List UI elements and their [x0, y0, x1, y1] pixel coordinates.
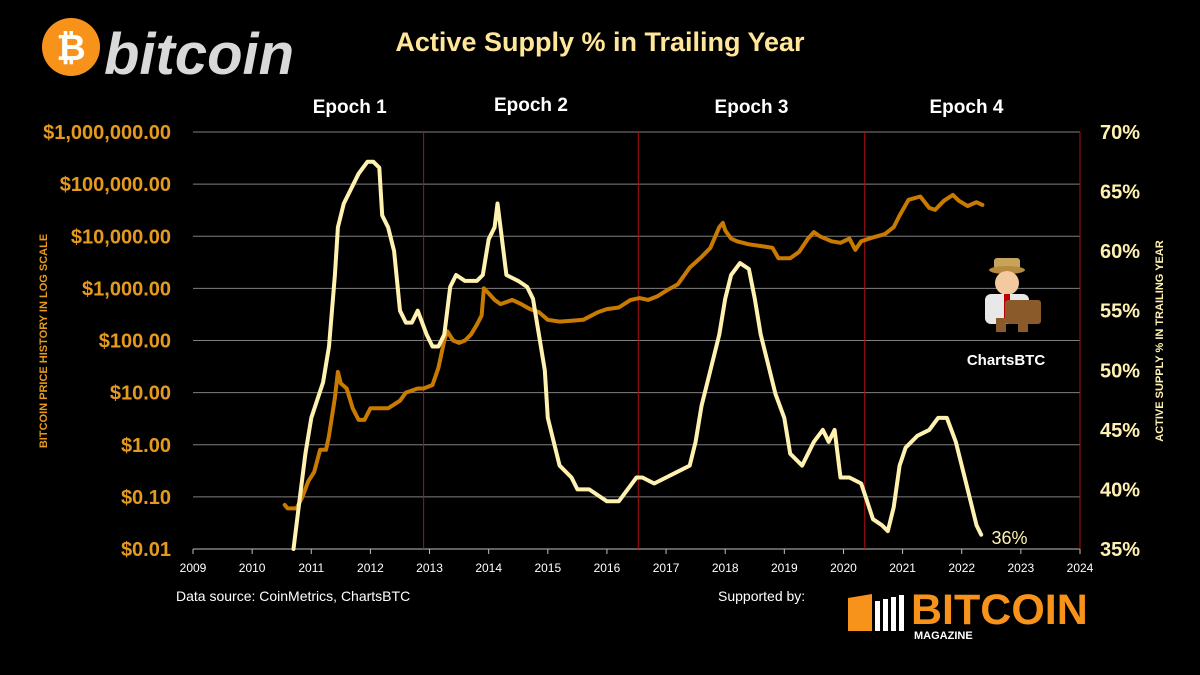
right-tick-label-4: 55% [1100, 301, 1140, 323]
right-axis-title: ACTIVE SUPPLY % IN TRAILING YEAR [1154, 240, 1166, 442]
x-tick-label-6: 2015 [534, 561, 561, 575]
x-tick-label-13: 2022 [948, 561, 975, 575]
x-tick-label-7: 2016 [594, 561, 621, 575]
right-tick-label-5: 60% [1100, 241, 1140, 263]
left-tick-label-1: $0.10 [121, 487, 171, 509]
left-tick-label-5: $1,000.00 [82, 278, 171, 300]
right-tick-label-0: 35% [1100, 539, 1140, 561]
x-tick-label-5: 2014 [475, 561, 502, 575]
right-tick-label-3: 50% [1100, 360, 1140, 382]
x-tick-label-1: 2010 [239, 561, 266, 575]
bitcoin-magazine-wordmark: BITCOIN [911, 586, 1088, 634]
left-axis-title: BITCOIN PRICE HISTORY IN LOG SCALE [38, 234, 50, 448]
cartoon-mascot-icon [985, 258, 1041, 332]
bitcoin-magazine-subtitle: MAGAZINE [914, 630, 973, 642]
x-tick-label-0: 2009 [180, 561, 207, 575]
left-tick-label-0: $0.01 [121, 539, 171, 561]
right-tick-label-2: 45% [1100, 420, 1140, 442]
chartsbtc-badge: ChartsBTC [967, 258, 1046, 369]
x-axis-ticks: 2009 2010 2011 2012 2013 2014 2015 2016 2017 2018… [180, 549, 1094, 575]
left-tick-label-4: $100.00 [99, 331, 171, 353]
left-axis-ticks: $0.01 $0.10 $1.00 $10.00 $100.00 $1,000.00 $10… [43, 122, 171, 561]
x-tick-label-2: 2011 [298, 561, 324, 575]
epoch-label-3: Epoch 3 [715, 97, 789, 118]
left-tick-label-6: $10,000.00 [71, 226, 171, 248]
bitcoin-magazine-logo: BITCOIN MAGAZINE [848, 586, 1088, 642]
epoch-label-2: Epoch 2 [494, 95, 568, 116]
grid-lines [193, 131, 1081, 550]
bitcoin-wordmark: bitcoin [104, 22, 294, 87]
epoch-labels: Epoch 1 Epoch 2 Epoch 3 Epoch 4 [313, 95, 1004, 118]
bitcoin-coin-glyph: ₿ [56, 27, 85, 68]
supported-by-label: Supported by: [718, 588, 805, 604]
page-title: Active Supply % in Trailing Year [395, 27, 805, 57]
latest-value-annotation: 36% [991, 528, 1027, 548]
x-tick-label-15: 2024 [1067, 561, 1094, 575]
right-tick-label-1: 40% [1100, 479, 1140, 501]
x-tick-label-10: 2019 [771, 561, 798, 575]
left-tick-label-3: $10.00 [110, 383, 171, 405]
active-supply-series-line [291, 159, 984, 551]
x-tick-label-4: 2013 [416, 561, 443, 575]
bitcoin-magazine-mark-icon [848, 594, 904, 631]
epoch-label-4: Epoch 4 [930, 97, 1004, 118]
left-tick-label-2: $1.00 [121, 435, 171, 457]
data-source-note: Data source: CoinMetrics, ChartsBTC [176, 588, 410, 604]
left-tick-label-8: $1,000,000.00 [43, 122, 171, 144]
right-axis-ticks: 35% 40% 45% 50% 55% 60% 65% 70% [1100, 122, 1140, 561]
epoch-label-1: Epoch 1 [313, 97, 387, 118]
x-tick-label-14: 2023 [1008, 561, 1035, 575]
x-tick-label-11: 2020 [830, 561, 857, 575]
x-tick-label-12: 2021 [889, 561, 916, 575]
chartsbtc-label: ChartsBTC [967, 352, 1046, 369]
bitcoin-coin-icon [42, 18, 100, 76]
series-group [282, 159, 985, 551]
price-series-line [282, 192, 985, 511]
x-tick-label-3: 2012 [357, 561, 384, 575]
x-tick-label-9: 2018 [712, 561, 739, 575]
left-tick-label-7: $100,000.00 [60, 174, 171, 196]
bitcoin-logo: ₿ bitcoin [42, 18, 294, 87]
x-tick-label-8: 2017 [653, 561, 680, 575]
right-tick-label-6: 65% [1100, 182, 1140, 204]
right-tick-label-7: 70% [1100, 122, 1140, 144]
